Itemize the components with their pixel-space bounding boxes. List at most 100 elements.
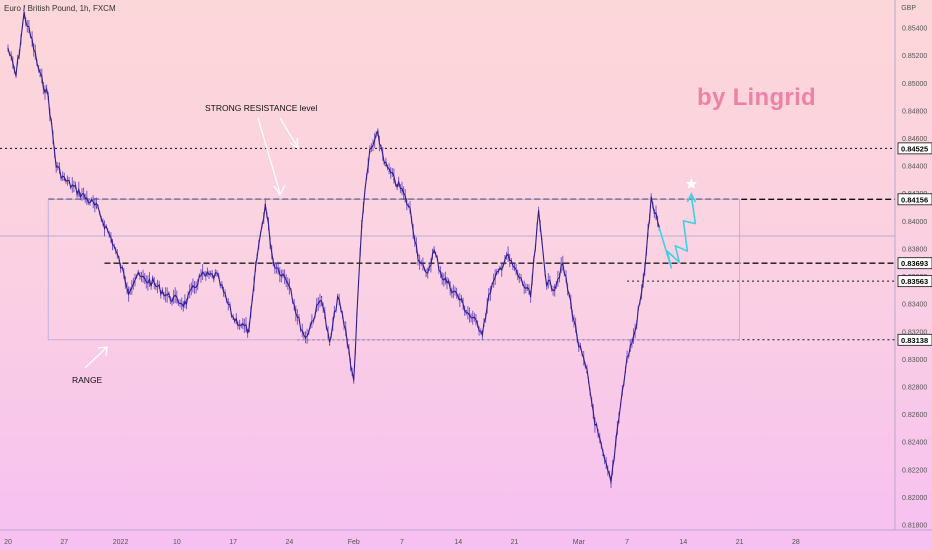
price-point <box>136 275 138 277</box>
price-point <box>570 303 572 305</box>
price-point <box>304 337 307 339</box>
currency-label: GBP <box>901 5 916 12</box>
price-point <box>55 165 57 167</box>
projection-arrowhead <box>686 192 697 203</box>
y-tick-label: 0.85000 <box>902 81 927 88</box>
price-point <box>401 189 403 192</box>
price-point <box>232 316 234 319</box>
y-tick-label: 0.83400 <box>902 302 927 309</box>
resistance-annotation: STRONG RESISTANCE level <box>205 103 318 113</box>
price-point <box>200 275 202 277</box>
price-level-badge <box>897 333 932 346</box>
price-point <box>296 316 299 319</box>
x-tick-label: 28 <box>792 539 800 546</box>
y-tick-label: 0.82000 <box>902 495 927 502</box>
range-arrow <box>84 346 108 369</box>
y-tick-label: 0.84000 <box>902 219 927 226</box>
x-tick-label: Mar <box>573 539 586 546</box>
price-point <box>95 206 98 208</box>
price-point <box>425 275 427 277</box>
x-tick-label: 14 <box>679 539 687 546</box>
price-point <box>256 254 258 256</box>
price-point <box>618 413 620 415</box>
y-tick-label: 0.83800 <box>902 246 927 253</box>
price-point <box>377 134 379 136</box>
price-point <box>610 482 612 484</box>
x-tick-label: 2022 <box>113 539 129 546</box>
price-point <box>634 330 636 332</box>
y-tick-label: 0.85400 <box>902 26 927 33</box>
price-point <box>530 296 532 298</box>
range-annotation: RANGE <box>72 375 103 385</box>
price-point <box>128 289 130 291</box>
y-tick-label: 0.82800 <box>902 384 927 391</box>
price-point <box>554 286 556 288</box>
price-point <box>31 40 33 43</box>
price-point <box>168 296 170 298</box>
price-point <box>264 203 266 205</box>
price-level-label: 0.84156 <box>901 195 928 204</box>
y-tick-label: 0.82600 <box>902 412 927 419</box>
price-point <box>594 420 596 422</box>
watermark: by Lingrid <box>697 84 816 111</box>
price-point <box>457 296 459 298</box>
price-point <box>47 96 49 98</box>
x-tick-label: 20 <box>4 539 12 546</box>
price-point <box>650 199 652 201</box>
x-tick-label: 14 <box>454 539 462 546</box>
y-tick-label: 0.83000 <box>902 357 927 364</box>
y-tick-label: 0.84800 <box>902 108 927 115</box>
price-level-label: 0.83563 <box>901 277 928 286</box>
price-point <box>248 330 250 332</box>
price-point <box>441 275 443 277</box>
y-tick-label: 0.82400 <box>902 440 927 447</box>
price-point <box>505 254 508 256</box>
price-point <box>538 213 540 215</box>
x-tick-label: 27 <box>60 539 68 546</box>
price-point <box>15 75 17 77</box>
x-tick-label: 21 <box>736 539 744 546</box>
price-point <box>288 282 290 284</box>
price-point <box>602 454 604 457</box>
price-level-badge <box>897 275 932 288</box>
price-point <box>562 264 564 266</box>
x-tick-label: 24 <box>286 539 294 546</box>
price-point <box>626 358 628 360</box>
price-point <box>329 344 331 346</box>
price-point <box>409 209 411 211</box>
price-point <box>361 220 363 222</box>
price-level-label: 0.83138 <box>901 336 928 345</box>
price-point <box>433 250 435 252</box>
price-point <box>63 178 65 181</box>
y-tick-label: 0.84600 <box>902 136 927 143</box>
price-point <box>489 289 491 291</box>
price-point <box>111 240 114 243</box>
price-level-label: 0.84525 <box>901 144 928 153</box>
price-point <box>546 282 548 284</box>
projection-line <box>658 195 697 269</box>
price-point <box>369 151 371 153</box>
y-tick-label: 0.81800 <box>902 522 927 529</box>
price-point <box>345 330 347 332</box>
resistance-arrow-1 <box>257 117 286 197</box>
x-tick-label: 10 <box>173 539 181 546</box>
resistance-arrow-2 <box>279 117 299 150</box>
y-tick-label: 0.82200 <box>902 467 927 474</box>
price-point <box>320 296 323 298</box>
x-tick-label: 17 <box>229 539 237 546</box>
price-point <box>152 282 154 284</box>
price-point <box>385 165 387 167</box>
price-level-badge <box>897 142 932 155</box>
x-tick-label: 21 <box>511 539 519 546</box>
range-box <box>47 198 741 341</box>
price-point <box>337 296 339 298</box>
price-point <box>481 330 483 332</box>
y-tick-label: 0.84400 <box>902 164 927 171</box>
price-point <box>642 282 644 284</box>
x-tick-label: 7 <box>400 539 404 546</box>
symbol-title: Euro / British Pound, 1h, FXCM <box>4 4 116 13</box>
price-point <box>353 380 355 382</box>
price-point <box>23 13 25 15</box>
price-point <box>578 344 580 346</box>
